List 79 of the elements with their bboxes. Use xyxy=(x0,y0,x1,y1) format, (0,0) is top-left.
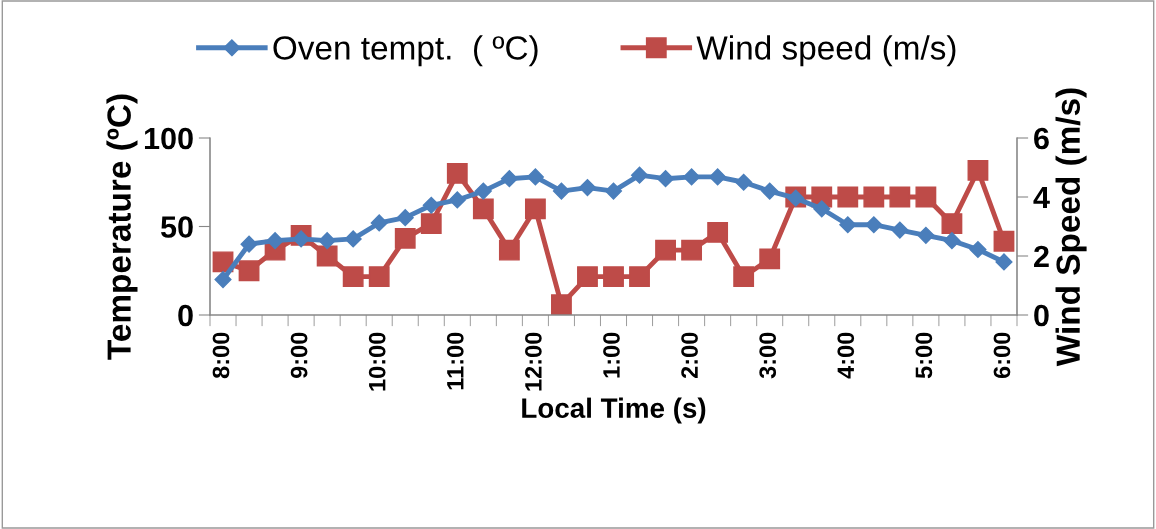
point xyxy=(422,196,440,214)
point xyxy=(917,226,935,244)
y2-axis-title: Wind Speed (m/s) xyxy=(1055,88,1087,367)
y2-tick-label: 0 xyxy=(1034,304,1049,327)
point xyxy=(759,248,781,270)
point xyxy=(368,266,390,288)
x-tick-label: 2:00 xyxy=(681,332,698,379)
point xyxy=(240,235,258,253)
x-tick-label: 4:00 xyxy=(837,332,855,379)
point xyxy=(681,239,703,261)
point xyxy=(629,266,650,288)
point xyxy=(709,168,727,186)
point xyxy=(993,230,1015,252)
point xyxy=(603,266,624,288)
point xyxy=(891,221,909,239)
y-axis-title: Temperature (ºC) xyxy=(106,94,138,360)
point xyxy=(578,179,597,197)
point xyxy=(474,182,492,200)
point xyxy=(839,216,857,234)
point xyxy=(370,214,388,232)
point xyxy=(472,198,494,220)
x-tick-label: 10:00 xyxy=(368,332,386,391)
point xyxy=(735,173,753,191)
point xyxy=(813,200,831,218)
x-tick-label: 1:00 xyxy=(603,332,620,378)
point xyxy=(342,266,364,288)
point xyxy=(318,232,336,250)
y-tick-label: 100 xyxy=(144,127,193,150)
point xyxy=(733,266,755,288)
point xyxy=(837,186,859,208)
point xyxy=(761,182,779,200)
point xyxy=(396,209,414,227)
point xyxy=(238,260,260,282)
y-tick-label: 0 xyxy=(178,304,193,327)
point xyxy=(316,245,338,267)
point xyxy=(214,271,232,289)
point xyxy=(655,239,676,261)
point xyxy=(552,182,570,200)
point xyxy=(941,213,963,234)
point xyxy=(551,294,572,315)
point xyxy=(577,266,598,288)
point xyxy=(394,227,416,249)
point xyxy=(500,170,518,188)
point xyxy=(943,232,961,250)
x-tick-label: 6:00 xyxy=(993,332,1011,379)
point xyxy=(863,186,885,208)
x-tick-label: 8:00 xyxy=(212,332,230,379)
point xyxy=(967,160,989,181)
point xyxy=(995,253,1013,271)
point xyxy=(865,216,883,234)
x-tick-label: 12:00 xyxy=(525,332,542,391)
legend-label: Wind speed (m/s) xyxy=(696,35,956,67)
legend-label: Oven tempt. ( ºC) xyxy=(273,35,538,67)
point xyxy=(683,168,701,186)
point xyxy=(707,221,729,243)
point xyxy=(446,162,468,184)
y-tick-label: 50 xyxy=(160,216,193,238)
y2-tick-label: 4 xyxy=(1033,187,1050,209)
point xyxy=(526,168,544,186)
x-tick-label: 5:00 xyxy=(915,332,933,379)
point xyxy=(969,240,987,259)
point xyxy=(448,191,466,209)
point xyxy=(889,186,911,208)
point xyxy=(420,213,442,234)
y2-tick-label: 6 xyxy=(1034,127,1049,150)
point xyxy=(524,198,546,220)
point xyxy=(266,232,284,250)
point xyxy=(604,182,623,200)
point xyxy=(630,166,649,184)
x-tick-label: 3:00 xyxy=(759,332,777,379)
point xyxy=(292,230,310,248)
x-tick-label: 9:00 xyxy=(290,332,308,379)
point xyxy=(657,170,675,188)
point xyxy=(344,230,362,248)
y2-tick-label: 2 xyxy=(1034,245,1049,268)
x-tick-label: 11:00 xyxy=(446,332,464,390)
point xyxy=(915,186,937,208)
point xyxy=(498,239,520,261)
x-axis-title: Local Time (s) xyxy=(522,397,706,424)
